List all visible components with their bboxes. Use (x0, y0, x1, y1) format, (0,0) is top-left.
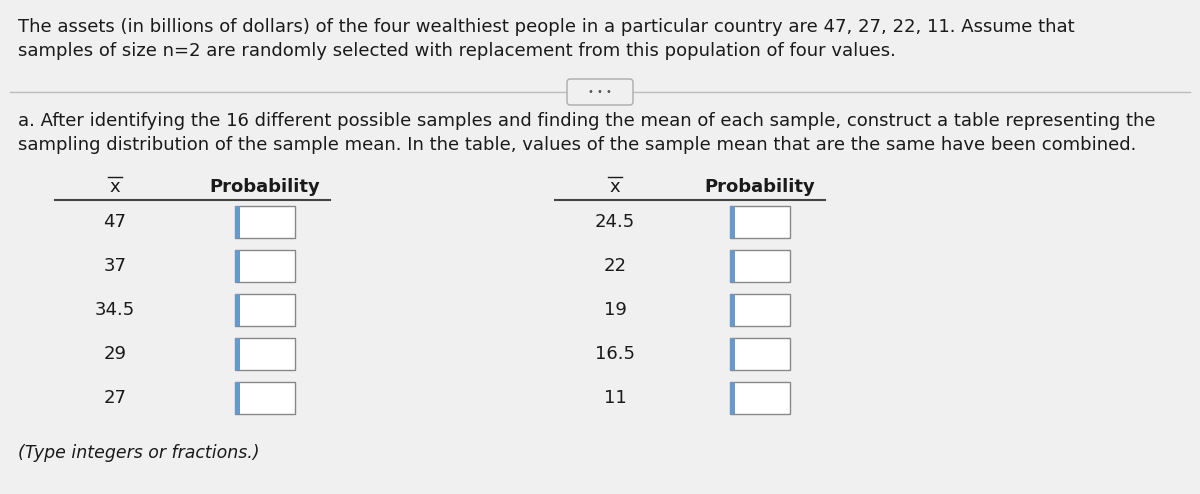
Bar (235, 206, 240, 238)
Bar (730, 338, 734, 370)
Text: 29: 29 (103, 345, 126, 363)
Bar (235, 206, 295, 238)
Bar (730, 294, 734, 326)
Text: 27: 27 (103, 389, 126, 407)
Text: samples of size n​=​2 are randomly selected with replacement from this populatio: samples of size n​=​2 are randomly selec… (18, 42, 896, 60)
Bar (730, 206, 734, 238)
Text: The assets (in billions of dollars) of the four wealthiest people in a particula: The assets (in billions of dollars) of t… (18, 18, 1075, 36)
Text: (Type integers or fractions.): (Type integers or fractions.) (18, 444, 259, 462)
Bar (730, 338, 790, 370)
Text: 11: 11 (604, 389, 626, 407)
Text: Probability: Probability (704, 178, 815, 196)
Text: 24.5: 24.5 (595, 213, 635, 231)
Bar (235, 250, 240, 282)
Text: 34.5: 34.5 (95, 301, 136, 319)
Bar (235, 338, 295, 370)
Bar (730, 382, 734, 414)
Text: • • •: • • • (588, 87, 612, 97)
Text: a. After identifying the 16 different possible samples and finding the mean of e: a. After identifying the 16 different po… (18, 112, 1156, 130)
Bar (235, 250, 295, 282)
Text: 37: 37 (103, 257, 126, 275)
Text: sampling distribution of the sample mean. In the table, values of the sample mea: sampling distribution of the sample mean… (18, 136, 1136, 154)
Text: Probability: Probability (210, 178, 320, 196)
Bar (730, 294, 790, 326)
Text: 19: 19 (604, 301, 626, 319)
Text: 22: 22 (604, 257, 626, 275)
Bar (730, 250, 734, 282)
Bar (730, 206, 790, 238)
Text: x: x (109, 178, 120, 196)
Bar (235, 382, 295, 414)
Bar (730, 382, 790, 414)
Bar (235, 338, 240, 370)
Bar (235, 294, 295, 326)
Bar (730, 250, 790, 282)
FancyBboxPatch shape (568, 79, 634, 105)
Text: 47: 47 (103, 213, 126, 231)
Bar (235, 294, 240, 326)
Text: 16.5: 16.5 (595, 345, 635, 363)
Text: x: x (610, 178, 620, 196)
Bar (235, 382, 240, 414)
